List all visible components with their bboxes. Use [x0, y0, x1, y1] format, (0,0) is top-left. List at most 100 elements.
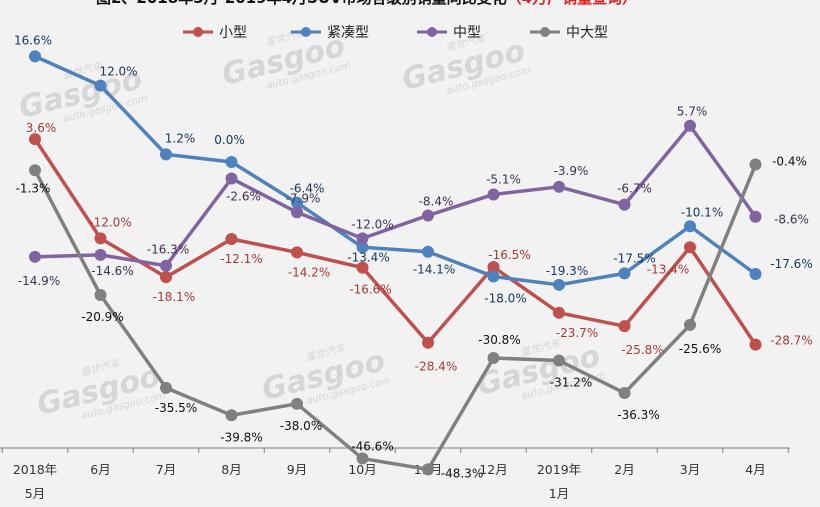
data-point: [487, 188, 500, 201]
data-point: [487, 270, 500, 283]
x-tick-label: 5月: [25, 486, 45, 501]
data-label: -30.8%: [478, 333, 520, 347]
data-point: [291, 206, 303, 219]
legend-label: 紧凑型: [327, 24, 369, 41]
legend-marker: [540, 27, 550, 37]
x-tick-label: 2019年: [537, 462, 581, 477]
data-point: [160, 271, 172, 284]
series-4: -1.3% -20.9% -35.5% -39.8% -38.0% -46.6% -48.3…: [16, 155, 807, 481]
data-label: 0.0%: [214, 133, 245, 147]
data-point: [684, 220, 696, 233]
data-point: [422, 463, 434, 476]
legend-label: 中型: [453, 25, 481, 41]
data-point: [553, 306, 565, 319]
x-tick-label: 4月: [745, 462, 765, 477]
data-label: -28.7%: [770, 334, 812, 348]
data-label: -48.3%: [441, 466, 483, 480]
data-point: [291, 246, 303, 259]
series-3: -14.9% -14.6% -16.3% -2.6% -7.9% -12.0% -8.4% -…: [18, 105, 809, 288]
data-point: [94, 248, 107, 261]
x-tick-label: 10月: [348, 462, 376, 477]
data-label: 16.6%: [14, 33, 52, 47]
x-tick-label: 2月: [614, 462, 634, 477]
data-label: -14.2%: [288, 265, 330, 279]
data-label: -35.5%: [155, 401, 197, 415]
data-point: [749, 268, 762, 280]
data-point: [160, 381, 172, 394]
series-2: 16.6% 12.0% 1.2% 0.0% -6.4% -13.4% -14.1% -18.0…: [14, 33, 813, 305]
data-label: -12.0%: [89, 215, 131, 229]
data-label: -25.6%: [679, 342, 721, 356]
data-point: [225, 156, 238, 168]
data-point: [749, 158, 762, 171]
data-point: [684, 318, 696, 331]
data-label: -17.5%: [613, 251, 655, 265]
x-tick-label: 2018年: [13, 462, 57, 477]
data-label: 12.0%: [99, 65, 137, 79]
data-point: [684, 119, 696, 132]
data-point: [487, 261, 500, 273]
data-label: -31.2%: [550, 376, 592, 390]
data-label: -14.9%: [18, 274, 60, 288]
data-label: -6.4%: [290, 182, 325, 196]
legend-marker: [301, 27, 311, 37]
data-label: -2.6%: [226, 190, 261, 204]
data-point: [29, 164, 41, 177]
data-label: -39.8%: [220, 430, 262, 444]
x-tick-label: 12月: [479, 462, 507, 477]
data-point: [225, 233, 238, 245]
data-label: -13.4%: [347, 250, 389, 264]
data-point: [29, 133, 41, 146]
legend-label: 中大型: [566, 25, 608, 41]
series-line: [34, 54, 757, 287]
data-label: -6.7%: [617, 182, 652, 196]
data-point: [422, 209, 434, 222]
data-label: -3.9%: [554, 164, 589, 178]
data-point: [749, 210, 762, 223]
data-point: [94, 79, 107, 92]
data-point: [553, 180, 565, 193]
data-label: -20.9%: [81, 310, 123, 324]
data-label: -7.9%: [286, 191, 321, 205]
data-point: [553, 278, 565, 291]
data-label: -23.7%: [556, 326, 598, 340]
data-point: [291, 397, 303, 410]
data-point: [684, 241, 696, 254]
data-point: [422, 336, 434, 349]
data-label: -8.4%: [419, 194, 454, 208]
data-label: -16.3%: [147, 243, 189, 257]
series-line: [33, 163, 758, 472]
data-label: -25.8%: [621, 343, 663, 357]
data-label: -0.4%: [772, 155, 807, 169]
series-line: [33, 138, 757, 346]
data-point: [356, 232, 369, 245]
data-point: [225, 409, 238, 422]
data-label: -18.0%: [484, 292, 526, 306]
data-label: -18.1%: [153, 290, 195, 304]
data-label: -19.3%: [546, 264, 588, 278]
data-label: -10.1%: [681, 205, 723, 219]
data-point: [618, 267, 631, 280]
data-label: -12.0%: [351, 217, 393, 231]
data-label: 3.6%: [26, 121, 57, 135]
chart-title-note: （4万广销量查询）: [507, 0, 637, 7]
data-label: -36.3%: [617, 408, 659, 422]
legend: 小型 紧凑型 中型 中大型: [183, 24, 608, 41]
data-point: [618, 387, 631, 399]
series-1: 3.6% -12.0% -18.1% -12.1% -14.2% -16.6% -28.4%…: [26, 121, 813, 374]
data-label: -14.1%: [413, 263, 455, 277]
data-label: -8.6%: [774, 213, 809, 227]
x-tick-label: 9月: [287, 462, 307, 477]
x-tick-label: 1月: [549, 486, 569, 501]
x-tick-label: 6月: [90, 462, 110, 477]
data-point: [618, 320, 631, 333]
data-point: [553, 354, 565, 367]
data-label: -17.6%: [770, 257, 812, 271]
data-point: [29, 250, 41, 263]
legend-label: 小型: [219, 25, 247, 41]
series-line: [34, 123, 757, 268]
data-label: -28.4%: [415, 360, 457, 374]
data-label: -13.4%: [647, 262, 689, 276]
